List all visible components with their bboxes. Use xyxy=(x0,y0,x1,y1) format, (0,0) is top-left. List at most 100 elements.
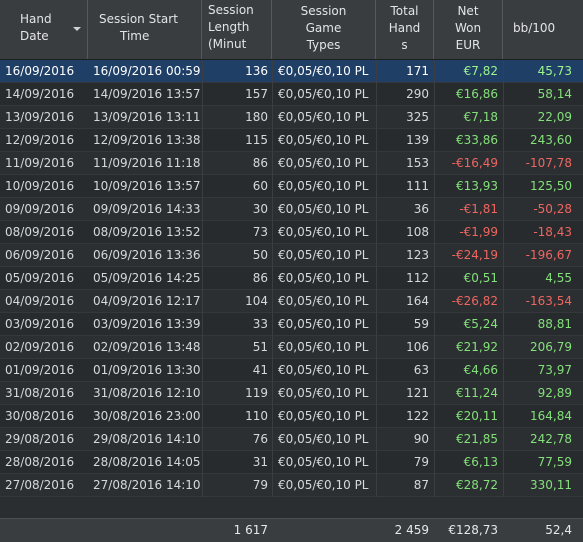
bb-per-100-cell: 45,73 xyxy=(537,64,572,78)
session-start-cell: 06/09/2016 13:36 xyxy=(93,248,201,262)
header-label: Date xyxy=(20,29,49,43)
bb-per-100-cell: 77,59 xyxy=(537,455,572,469)
game-type-cell: €0,05/€0,10 PL xyxy=(278,87,369,101)
total-hands-cell: 290 xyxy=(406,87,429,101)
bb-per-100-cell: 164,84 xyxy=(530,409,572,423)
header-label: Hand xyxy=(388,21,421,35)
column-header-session-game-types[interactable]: Session Game Types xyxy=(272,0,376,59)
bb-per-100-cell: -107,78 xyxy=(525,156,572,170)
hand-date-cell: 16/09/2016 xyxy=(5,64,75,78)
session-start-cell: 29/08/2016 14:10 xyxy=(93,432,201,446)
table-row[interactable]: 01/09/2016 01/09/2016 13:30 41 €0,05/€0,10 … xyxy=(0,359,583,382)
table-row[interactable]: 14/09/2016 14/09/2016 13:57 157 €0,05/€0,10… xyxy=(0,83,583,106)
table-row[interactable]: 06/09/2016 06/09/2016 13:36 50 €0,05/€0,10 … xyxy=(0,244,583,267)
session-length-cell: 76 xyxy=(252,432,268,446)
column-header-hand-date[interactable]: Hand Date xyxy=(0,0,88,59)
session-start-cell: 02/09/2016 13:48 xyxy=(93,340,201,354)
hand-date-cell: 04/09/2016 xyxy=(5,294,75,308)
session-length-cell: 115 xyxy=(245,133,268,147)
net-won-cell: €6,13 xyxy=(463,455,498,469)
column-header-session-length[interactable]: Session Length (Minut xyxy=(202,0,272,59)
hand-date-cell: 31/08/2016 xyxy=(5,386,75,400)
total-hands-cell: 106 xyxy=(406,340,429,354)
totals-row: 1 617 2 459 €128,73 52,4 xyxy=(0,518,583,542)
bb-per-100-cell: 243,60 xyxy=(530,133,572,147)
header-label: Session xyxy=(300,4,347,18)
column-header-net-won-eur[interactable]: Net Won EUR xyxy=(434,0,503,59)
bb-per-100-cell: 58,14 xyxy=(537,87,572,101)
session-length-cell: 136 xyxy=(245,64,268,78)
header-label: Session Start xyxy=(99,12,178,26)
column-header-bb-per-100[interactable]: bb/100 xyxy=(503,0,583,59)
table-row[interactable]: 28/08/2016 28/08/2016 14:05 31 €0,05/€0,10 … xyxy=(0,451,583,474)
total-hands-cell: 87 xyxy=(413,478,429,492)
game-type-cell: €0,05/€0,10 PL xyxy=(278,317,369,331)
bb-per-100-cell: 242,78 xyxy=(530,432,572,446)
column-divider xyxy=(376,60,377,497)
game-type-cell: €0,05/€0,10 PL xyxy=(278,478,369,492)
hand-date-cell: 28/08/2016 xyxy=(5,455,75,469)
session-start-cell: 09/09/2016 14:33 xyxy=(93,202,201,216)
table-row[interactable]: 10/09/2016 10/09/2016 13:57 60 €0,05/€0,10 … xyxy=(0,175,583,198)
table-row[interactable]: 27/08/2016 27/08/2016 14:10 79 €0,05/€0,10 … xyxy=(0,474,583,497)
table-row[interactable]: 03/09/2016 03/09/2016 13:39 33 €0,05/€0,10 … xyxy=(0,313,583,336)
net-won-cell: €7,18 xyxy=(463,110,498,124)
net-won-cell: -€26,82 xyxy=(451,294,498,308)
table-row[interactable]: 31/08/2016 31/08/2016 12:10 119 €0,05/€0,10… xyxy=(0,382,583,405)
session-start-cell: 10/09/2016 13:57 xyxy=(93,179,201,193)
header-label: Length xyxy=(208,20,250,34)
table-row[interactable]: 11/09/2016 11/09/2016 11:18 86 €0,05/€0,10 … xyxy=(0,152,583,175)
hand-date-cell: 12/09/2016 xyxy=(5,133,75,147)
net-won-cell: €7,82 xyxy=(463,64,498,78)
bb-per-100-cell: 73,97 xyxy=(537,363,572,377)
game-type-cell: €0,05/€0,10 PL xyxy=(278,110,369,124)
table-row[interactable]: 02/09/2016 02/09/2016 13:48 51 €0,05/€0,10 … xyxy=(0,336,583,359)
header-label: s xyxy=(401,38,408,52)
session-length-cell: 60 xyxy=(252,179,268,193)
total-net-won: €128,73 xyxy=(448,523,498,537)
hand-date-cell: 08/09/2016 xyxy=(5,225,75,239)
table-row[interactable]: 16/09/2016 16/09/2016 00:59 136 €0,05/€0,10… xyxy=(0,60,583,83)
game-type-cell: €0,05/€0,10 PL xyxy=(278,271,369,285)
session-length-cell: 157 xyxy=(245,87,268,101)
table-row[interactable]: 05/09/2016 05/09/2016 14:25 86 €0,05/€0,10 … xyxy=(0,267,583,290)
session-length-cell: 51 xyxy=(252,340,268,354)
table-row[interactable]: 09/09/2016 09/09/2016 14:33 30 €0,05/€0,10 … xyxy=(0,198,583,221)
net-won-cell: €16,86 xyxy=(456,87,498,101)
game-type-cell: €0,05/€0,10 PL xyxy=(278,64,369,78)
net-won-cell: €13,93 xyxy=(456,179,498,193)
bb-per-100-cell: -50,28 xyxy=(533,202,572,216)
game-type-cell: €0,05/€0,10 PL xyxy=(278,294,369,308)
game-type-cell: €0,05/€0,10 PL xyxy=(278,179,369,193)
column-header-total-hands[interactable]: Total Hand s xyxy=(376,0,434,59)
net-won-cell: -€1,81 xyxy=(459,202,498,216)
column-header-session-start-time[interactable]: Session Start Time xyxy=(88,0,202,59)
table-row[interactable]: 04/09/2016 04/09/2016 12:17 104 €0,05/€0,10… xyxy=(0,290,583,313)
total-hands-cell: 325 xyxy=(406,110,429,124)
net-won-cell: -€16,49 xyxy=(451,156,498,170)
net-won-cell: €33,86 xyxy=(456,133,498,147)
header-label: (Minut xyxy=(208,37,247,51)
game-type-cell: €0,05/€0,10 PL xyxy=(278,432,369,446)
total-hands-cell: 90 xyxy=(413,432,429,446)
header-label: Time xyxy=(120,29,150,43)
table-row[interactable]: 29/08/2016 29/08/2016 14:10 76 €0,05/€0,10 … xyxy=(0,428,583,451)
session-start-cell: 16/09/2016 00:59 xyxy=(93,64,201,78)
table-row[interactable]: 12/09/2016 12/09/2016 13:38 115 €0,05/€0,10… xyxy=(0,129,583,152)
total-hands-cell: 139 xyxy=(406,133,429,147)
total-hands: 2 459 xyxy=(394,523,429,537)
hand-date-cell: 10/09/2016 xyxy=(5,179,75,193)
bb-per-100-cell: 92,89 xyxy=(537,386,572,400)
total-hands-cell: 59 xyxy=(413,317,429,331)
session-length-cell: 73 xyxy=(252,225,268,239)
header-label: Types xyxy=(306,38,341,52)
table-row[interactable]: 30/08/2016 30/08/2016 23:00 110 €0,05/€0,10… xyxy=(0,405,583,428)
table-row[interactable]: 13/09/2016 13/09/2016 13:11 180 €0,05/€0,10… xyxy=(0,106,583,129)
table-row[interactable]: 08/09/2016 08/09/2016 13:52 73 €0,05/€0,10 … xyxy=(0,221,583,244)
game-type-cell: €0,05/€0,10 PL xyxy=(278,386,369,400)
total-hands-cell: 63 xyxy=(413,363,429,377)
hand-date-cell: 01/09/2016 xyxy=(5,363,75,377)
session-length-cell: 50 xyxy=(252,248,268,262)
session-start-cell: 01/09/2016 13:30 xyxy=(93,363,201,377)
sort-descending-icon[interactable] xyxy=(73,27,81,31)
